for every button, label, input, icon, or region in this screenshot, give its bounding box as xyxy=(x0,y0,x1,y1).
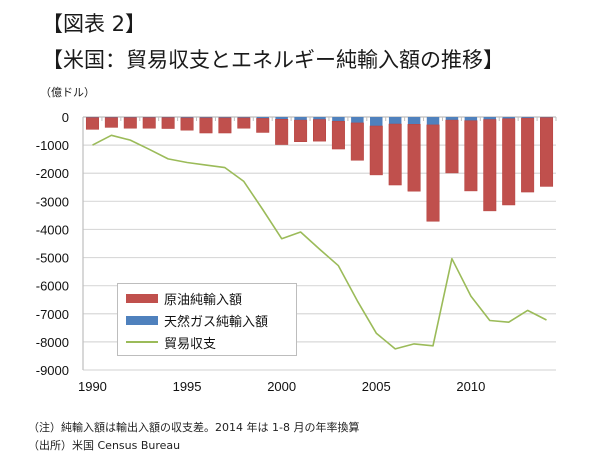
footnote-source: （出所）米国 Census Bureau xyxy=(28,439,181,452)
bar-natural-gas xyxy=(124,117,137,118)
x-tick-label: 2000 xyxy=(267,379,296,394)
y-tick-label: -9000 xyxy=(36,363,69,378)
bar-crude-oil xyxy=(388,123,402,186)
bar-natural-gas xyxy=(464,117,478,121)
bar-crude-oil xyxy=(142,117,156,129)
bar-crude-oil xyxy=(350,122,364,161)
bar-natural-gas xyxy=(521,117,534,119)
bar-natural-gas xyxy=(313,117,326,120)
legend-item-crude-oil: 原油純輸入額 xyxy=(126,288,242,308)
y-tick-label: -3000 xyxy=(36,194,69,209)
y-tick-label: -7000 xyxy=(36,307,69,322)
bar-natural-gas xyxy=(426,117,440,125)
bar-crude-oil xyxy=(426,124,440,222)
legend-swatch-natural-gas xyxy=(126,315,158,325)
bar-natural-gas xyxy=(502,117,515,119)
bar-natural-gas xyxy=(161,117,175,118)
bar-crude-oil xyxy=(180,117,194,131)
bar-crude-oil xyxy=(199,117,213,134)
bar-crude-oil xyxy=(294,119,308,142)
legend-label: 貿易収支 xyxy=(164,336,217,352)
bar-natural-gas xyxy=(483,117,497,120)
bar-natural-gas xyxy=(142,117,156,118)
footnote-note: （注）純輸入額は輸出入額の収支差。2014 年は 1-8 月の年率換算 xyxy=(28,421,360,434)
bar-crude-oil xyxy=(502,118,516,206)
bar-natural-gas xyxy=(218,117,232,118)
bar-crude-oil xyxy=(445,119,459,174)
bar-crude-oil xyxy=(123,117,137,129)
bar-crude-oil xyxy=(237,117,251,129)
bar-natural-gas xyxy=(445,117,459,121)
bar-natural-gas xyxy=(351,117,364,123)
bar-natural-gas xyxy=(86,117,99,118)
legend-item-natural-gas: 天然ガス純輸入額 xyxy=(126,310,268,330)
legend-swatch-trade-balance xyxy=(126,341,158,343)
bar-crude-oil xyxy=(521,117,535,193)
y-tick-label: -6000 xyxy=(36,279,69,294)
bar-natural-gas xyxy=(199,117,213,118)
bar-crude-oil xyxy=(369,125,383,176)
y-tick-label: -1000 xyxy=(36,138,69,153)
bar-natural-gas xyxy=(256,117,269,119)
trade-balance-line xyxy=(92,134,547,350)
bar-crude-oil xyxy=(483,119,497,212)
legend-item-trade-balance: 貿易収支 xyxy=(126,332,216,352)
bar-natural-gas xyxy=(105,117,118,118)
x-tick-label: 1990 xyxy=(78,379,107,394)
y-axis-unit-label: （億ドル） xyxy=(40,86,95,99)
bar-natural-gas xyxy=(275,117,288,120)
bar-natural-gas xyxy=(237,117,251,118)
y-tick-label: -5000 xyxy=(36,251,69,266)
bar-natural-gas xyxy=(388,117,402,125)
legend-swatch-crude-oil xyxy=(126,293,158,303)
bars xyxy=(85,117,554,222)
y-tick-label: 0 xyxy=(62,110,69,125)
bar-natural-gas xyxy=(180,117,194,118)
figure-label: 【図表 2】 xyxy=(42,12,147,36)
y-tick-label: -2000 xyxy=(36,166,69,181)
trade-balance-line-layer xyxy=(92,134,547,350)
legend-label: 原油純輸入額 xyxy=(164,292,243,308)
x-tick-label: 2010 xyxy=(456,379,485,394)
bar-crude-oil xyxy=(275,118,289,145)
bar-crude-oil xyxy=(331,120,345,150)
y-tick-label: -8000 xyxy=(36,335,69,350)
x-axis-ticks: 1990 1995 2000 2005 2010 xyxy=(78,379,485,394)
bar-crude-oil xyxy=(464,120,478,192)
bar-natural-gas xyxy=(370,117,383,126)
x-tick-label: 2005 xyxy=(362,379,391,394)
y-tick-label: -4000 xyxy=(36,222,69,237)
bar-natural-gas xyxy=(407,117,421,125)
bar-natural-gas xyxy=(294,117,307,121)
bar-crude-oil xyxy=(104,117,118,128)
legend: 原油純輸入額 天然ガス純輸入額 貿易収支 xyxy=(117,283,297,356)
bar-natural-gas xyxy=(540,117,553,118)
y-axis-ticks: 0 -1000 -2000 -3000 -4000 -5000 -6000 -7000 -800… xyxy=(36,110,69,378)
bar-crude-oil xyxy=(161,117,175,129)
chart-title: 【米国：貿易収支とエネルギー純輸入額の推移】 xyxy=(42,48,504,72)
legend-label: 天然ガス純輸入額 xyxy=(164,314,269,330)
bar-crude-oil xyxy=(407,124,421,192)
bar-crude-oil xyxy=(218,117,232,134)
bar-crude-oil xyxy=(313,119,326,142)
bar-crude-oil xyxy=(540,117,554,187)
bar-crude-oil xyxy=(85,117,99,130)
bar-crude-oil xyxy=(256,118,270,133)
bar-natural-gas xyxy=(332,117,345,122)
x-tick-label: 1995 xyxy=(173,379,202,394)
